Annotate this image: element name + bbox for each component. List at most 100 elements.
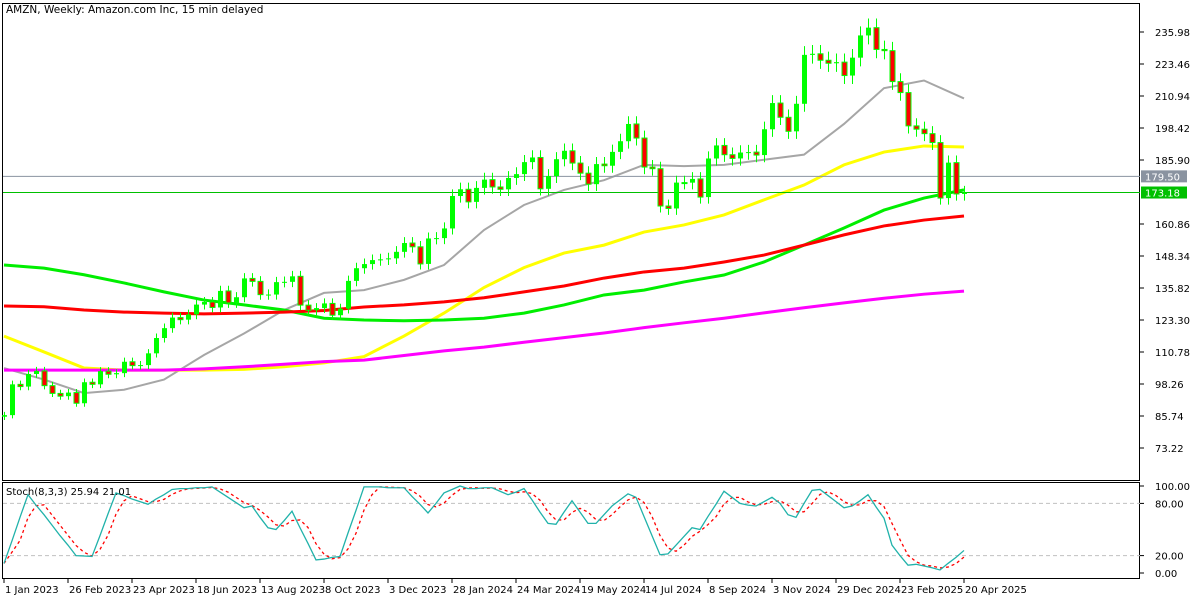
candle-body-bullish [242, 278, 247, 298]
candle-body-bullish [66, 392, 71, 397]
candle-body-bearish [897, 81, 904, 94]
candle [290, 270, 295, 288]
candle [825, 51, 832, 72]
candle-body-bullish [362, 264, 367, 269]
time-axis: 1 Jan 2023 26 Feb 2023 23 Apr 2023 18 Jun 2… [3, 578, 1027, 596]
candle-body-bullish [690, 178, 695, 183]
candle-body-bearish [17, 383, 24, 388]
candle [569, 143, 576, 171]
stochastic-d-line [3, 486, 965, 569]
candle [154, 333, 159, 358]
candle [370, 254, 375, 270]
candle [434, 232, 439, 245]
candle [881, 40, 888, 60]
candle-body-bullish [802, 54, 807, 104]
moving-average-line [4, 289, 965, 372]
candle-body-bullish [442, 228, 447, 239]
candle [234, 292, 239, 308]
candle [257, 276, 264, 300]
candle-body-bullish [858, 35, 863, 58]
candle-body-bullish [626, 123, 631, 142]
candle-body-bullish [522, 162, 527, 175]
chart-title: AMZN, Weekly: Amazon.com Inc, 15 min del… [6, 4, 263, 16]
candle-body-bearish [937, 142, 944, 199]
candle [402, 237, 407, 258]
candle-body-bearish [105, 370, 112, 375]
candle [905, 84, 912, 134]
candle [738, 145, 743, 166]
price-tick-label: 148.34 [1155, 252, 1190, 263]
candle-body-bullish [194, 304, 199, 315]
candle-body-bullish [850, 57, 855, 76]
candle-body-bullish [714, 145, 719, 159]
candle [49, 381, 56, 398]
candle-body-bullish [402, 243, 407, 252]
candle [714, 138, 719, 166]
price-tag-label: 173.18 [1145, 189, 1180, 200]
candle [322, 298, 327, 313]
candle [66, 388, 71, 400]
candle-body-bullish [450, 196, 455, 229]
candle [354, 262, 359, 287]
candle [114, 369, 119, 379]
candle-body-bearish [929, 133, 936, 144]
price-tick-label: 98.26 [1155, 380, 1184, 391]
candle-body-bullish [234, 297, 239, 303]
candle [497, 180, 504, 197]
candle [530, 150, 535, 170]
candle-body-bullish [378, 259, 383, 261]
candle [378, 253, 383, 266]
price-tag-label: 179.50 [1145, 172, 1180, 183]
candle-body-bullish [218, 290, 223, 308]
candle [489, 172, 496, 194]
candle-body-bearish [697, 178, 704, 198]
price-tick-label: 210.94 [1155, 92, 1190, 103]
candle-body-bullish [746, 152, 751, 154]
candle [873, 18, 880, 59]
candle [594, 157, 599, 191]
time-tick-label: 8 Sep 2024 [709, 585, 766, 596]
candle [690, 172, 695, 190]
candle-body-bullish [370, 260, 375, 265]
candle [266, 289, 271, 300]
candle-body-bearish [569, 150, 576, 164]
candle-body-bearish [729, 154, 736, 159]
candle [10, 380, 15, 419]
candle-body-bullish [82, 382, 87, 404]
stochastic-panel [2, 482, 1140, 579]
candle [362, 258, 367, 274]
candle [57, 389, 64, 400]
candle-body-bearish [601, 163, 608, 167]
candle-body-bullish [146, 353, 151, 366]
candle-body-bullish [546, 176, 551, 189]
candle [706, 151, 711, 204]
candle-body-bullish [170, 317, 175, 329]
time-tick-label: 28 Jan 2024 [453, 585, 513, 596]
stochastic-tick-label: 80.00 [1155, 499, 1184, 510]
candle-body-bullish [26, 373, 31, 387]
candle-body-bullish [386, 258, 391, 260]
candle [626, 116, 631, 149]
stochastic-tick-label: 20.00 [1155, 552, 1184, 563]
candle-body-bullish [554, 159, 559, 177]
candle-body-bullish [866, 27, 871, 36]
candle-body-bearish [537, 156, 544, 190]
candle-body-bullish [946, 162, 951, 199]
candle-body-bullish [162, 328, 167, 339]
price-tick-label: 123.30 [1155, 316, 1190, 327]
candle-body-bearish [873, 27, 880, 50]
candle-body-bullish [266, 294, 271, 296]
candle [417, 240, 424, 270]
candle [186, 309, 191, 325]
candle-body-bearish [921, 128, 928, 135]
time-tick-label: 13 Aug 2023 [261, 585, 325, 596]
candle-body-bearish [225, 290, 232, 304]
candle [802, 46, 807, 112]
time-tick-label: 23 Apr 2023 [133, 585, 195, 596]
candle [305, 300, 312, 316]
candle-body-bullish [314, 308, 319, 311]
candle [458, 182, 463, 203]
candle [225, 285, 232, 308]
candle [386, 252, 391, 265]
candle [889, 41, 896, 90]
